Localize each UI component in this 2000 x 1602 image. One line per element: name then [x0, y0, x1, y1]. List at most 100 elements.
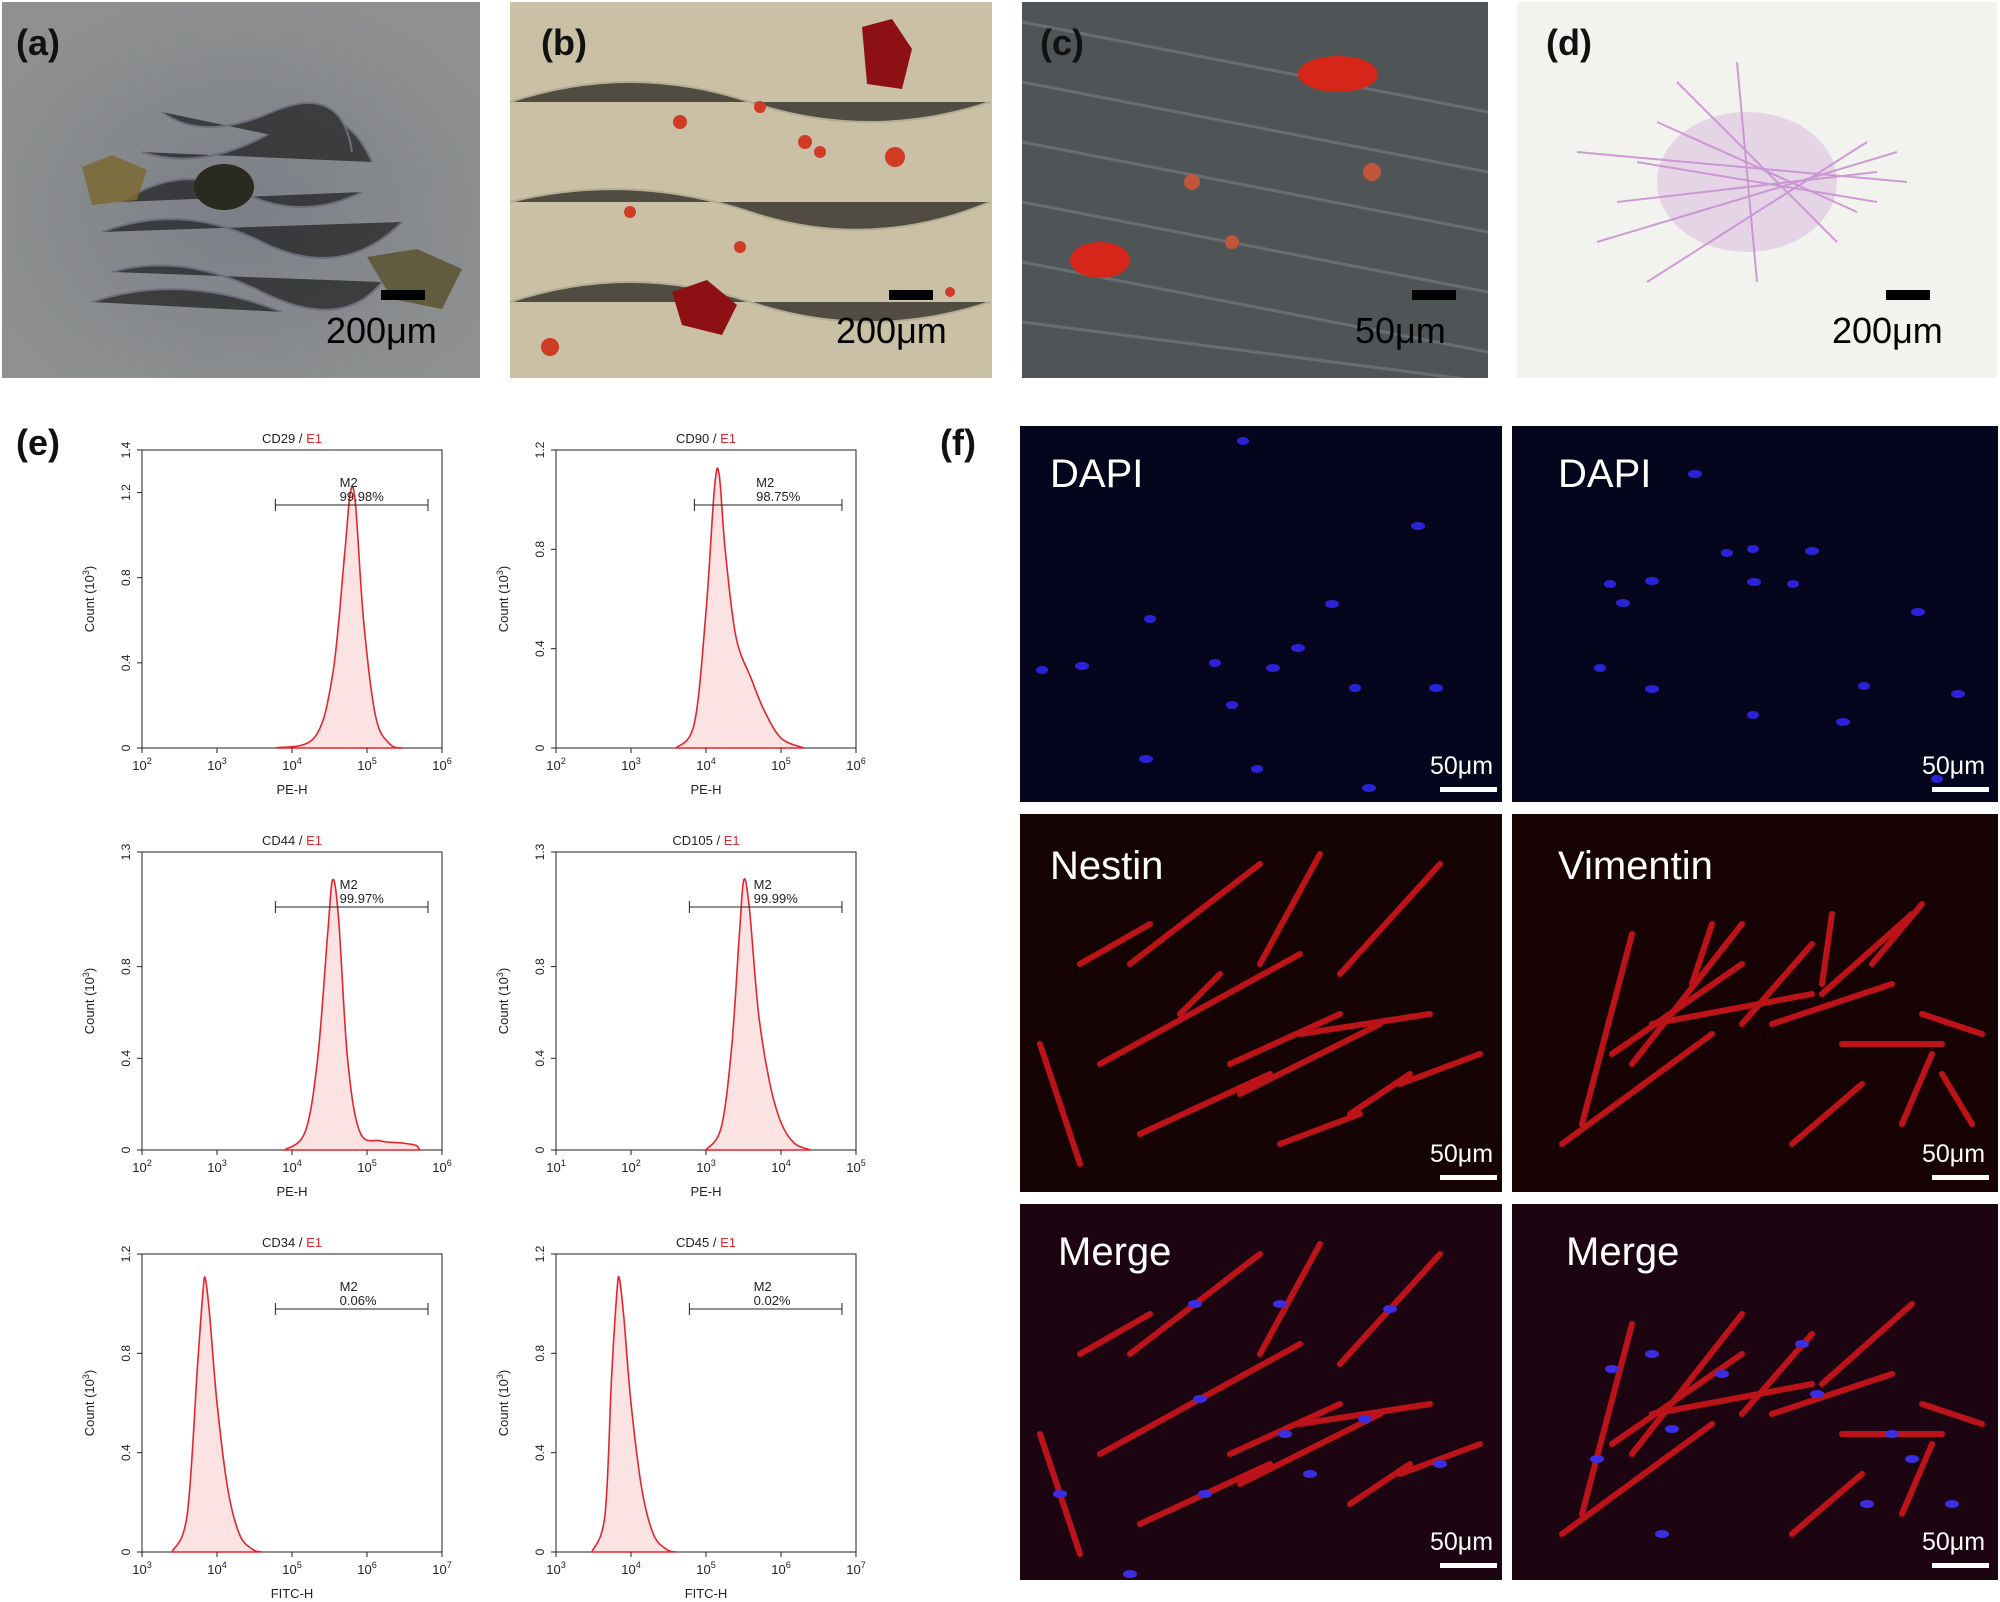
- x-tick-label: 105: [357, 756, 377, 773]
- x-tick-label: 104: [282, 756, 302, 773]
- y-tick-label: 0: [119, 1146, 133, 1153]
- scale-label-c: 50μm: [1355, 310, 1446, 351]
- x-tick-label: 101: [546, 1158, 566, 1175]
- panel-label-e: (e): [16, 422, 60, 463]
- y-tick-label: 0.4: [533, 640, 547, 657]
- y-tick-label: 0.8: [533, 1345, 547, 1362]
- if-label-dapi-2: DAPI: [1558, 452, 1652, 496]
- x-tick-label: 103: [207, 756, 227, 773]
- y-tick-label: 0: [119, 744, 133, 751]
- panel-label-f: (f): [940, 422, 976, 463]
- histogram-cd45: CD45 / E1 0 0.4 0.8 1.2 103 104 105 106 107 FITC-H…: [495, 1235, 866, 1601]
- plot-frame: [141, 851, 443, 1151]
- histogram-title: CD34 / E1: [262, 1235, 322, 1250]
- micrograph-a: [2, 2, 480, 378]
- panel-label-a: (a): [16, 22, 60, 63]
- histogram-curve: [170, 1276, 263, 1553]
- y-tick-label: 0.4: [119, 1050, 133, 1067]
- x-tick-label: 107: [846, 1560, 866, 1577]
- if-label-nestin: Nestin: [1050, 844, 1164, 888]
- y-tick-label: 1.3: [119, 843, 133, 860]
- panel-label-c: (c): [1040, 22, 1084, 63]
- gate-percentage: 0.06%: [340, 1293, 377, 1308]
- x-tick-label: 105: [771, 756, 791, 773]
- gate-percentage: 99.98%: [340, 489, 385, 504]
- x-tick-label: 103: [546, 1560, 566, 1577]
- scale-bar-d: [1886, 290, 1930, 300]
- histogram-cd34: CD34 / E1 0 0.4 0.8 1.2 103 104 105 106 107 FITC-H…: [81, 1235, 452, 1601]
- if-nestin: [1020, 814, 1502, 1192]
- x-tick-label: 102: [132, 1158, 152, 1175]
- x-tick-label: 104: [696, 756, 716, 773]
- x-tick-label: 104: [282, 1158, 302, 1175]
- if-scale-label-5: 50μm: [1430, 1528, 1494, 1556]
- x-tick-label: 103: [207, 1158, 227, 1175]
- gate-percentage: 0.02%: [754, 1293, 791, 1308]
- x-tick-label: 102: [132, 756, 152, 773]
- histogram-curve: [704, 877, 812, 1151]
- y-tick-label: 0.4: [119, 1444, 133, 1461]
- gate-percentage: 99.99%: [754, 891, 799, 906]
- if-scale-label-4: 50μm: [1922, 1140, 1986, 1168]
- histogram-cd44: CD44 / E1 0 0.4 0.8 1.3 102 103 104 105 106 PE-H Co…: [81, 833, 452, 1199]
- gate-name: M2: [340, 877, 358, 892]
- y-axis-label: Count (103): [495, 968, 511, 1034]
- histogram-title: CD45 / E1: [676, 1235, 736, 1250]
- y-tick-label: 0.8: [533, 541, 547, 558]
- x-tick-label: 104: [771, 1158, 791, 1175]
- y-tick-label: 0.4: [533, 1444, 547, 1461]
- gate-name: M2: [340, 1279, 358, 1294]
- y-tick-label: 0: [533, 1146, 547, 1153]
- histogram-curve: [282, 878, 422, 1151]
- if-scale-bar-6: [1932, 1563, 1989, 1568]
- histogram-title: CD90 / E1: [676, 431, 736, 446]
- x-tick-label: 106: [432, 1158, 452, 1175]
- y-tick-label: 0.8: [119, 569, 133, 586]
- y-axis-label: Count (103): [81, 566, 97, 632]
- y-tick-label: 0: [533, 744, 547, 751]
- if-dapi-1: [1020, 426, 1502, 802]
- x-tick-label: 106: [432, 756, 452, 773]
- histogram-cd105: CD105 / E1 0 0.4 0.8 1.3 101 102 103 104 105 PE-H C…: [495, 833, 866, 1199]
- if-scale-bar-3: [1440, 1175, 1497, 1180]
- gate-name: M2: [754, 1279, 772, 1294]
- x-tick-label: 106: [357, 1560, 377, 1577]
- plot-frame: [141, 449, 443, 749]
- y-axis-label: Count (103): [495, 1370, 511, 1436]
- x-tick-label: 103: [621, 756, 641, 773]
- if-scale-label-2: 50μm: [1922, 752, 1986, 780]
- y-tick-label: 0.8: [119, 1345, 133, 1362]
- micrograph-b: [510, 2, 992, 378]
- micrograph-d: [1517, 2, 1997, 378]
- if-merge-2: [1512, 1204, 1998, 1580]
- scale-label-d: 200μm: [1832, 310, 1943, 351]
- x-axis-label: PE-H: [690, 782, 721, 797]
- histogram-title: CD105 / E1: [672, 833, 739, 848]
- x-axis-label: FITC-H: [685, 1586, 728, 1601]
- panel-label-d: (d): [1546, 22, 1592, 63]
- y-axis-label: Count (103): [81, 968, 97, 1034]
- if-scale-bar-1: [1440, 787, 1497, 792]
- if-scale-label-3: 50μm: [1430, 1140, 1494, 1168]
- y-axis-label: Count (103): [81, 1370, 97, 1436]
- if-label-dapi-1: DAPI: [1050, 452, 1144, 496]
- y-tick-label: 1.2: [533, 1245, 547, 1262]
- x-tick-label: 104: [207, 1560, 227, 1577]
- histogram-title: CD44 / E1: [262, 833, 322, 848]
- y-axis-label: Count (103): [495, 566, 511, 632]
- gate-name: M2: [756, 475, 774, 490]
- scale-label-b: 200μm: [836, 310, 947, 351]
- if-label-merge-1: Merge: [1058, 1230, 1172, 1274]
- if-scale-label-1: 50μm: [1430, 752, 1494, 780]
- y-tick-label: 0.4: [119, 654, 133, 671]
- x-tick-label: 106: [846, 756, 866, 773]
- scale-bar-a: [381, 290, 425, 300]
- plot-frame: [141, 1253, 443, 1553]
- x-tick-label: 105: [282, 1560, 302, 1577]
- histogram-curve: [275, 485, 404, 749]
- x-tick-label: 102: [546, 756, 566, 773]
- histogram-curve: [674, 467, 804, 749]
- plot-frame: [555, 851, 857, 1151]
- if-scale-bar-5: [1440, 1563, 1497, 1568]
- x-axis-label: PE-H: [276, 782, 307, 797]
